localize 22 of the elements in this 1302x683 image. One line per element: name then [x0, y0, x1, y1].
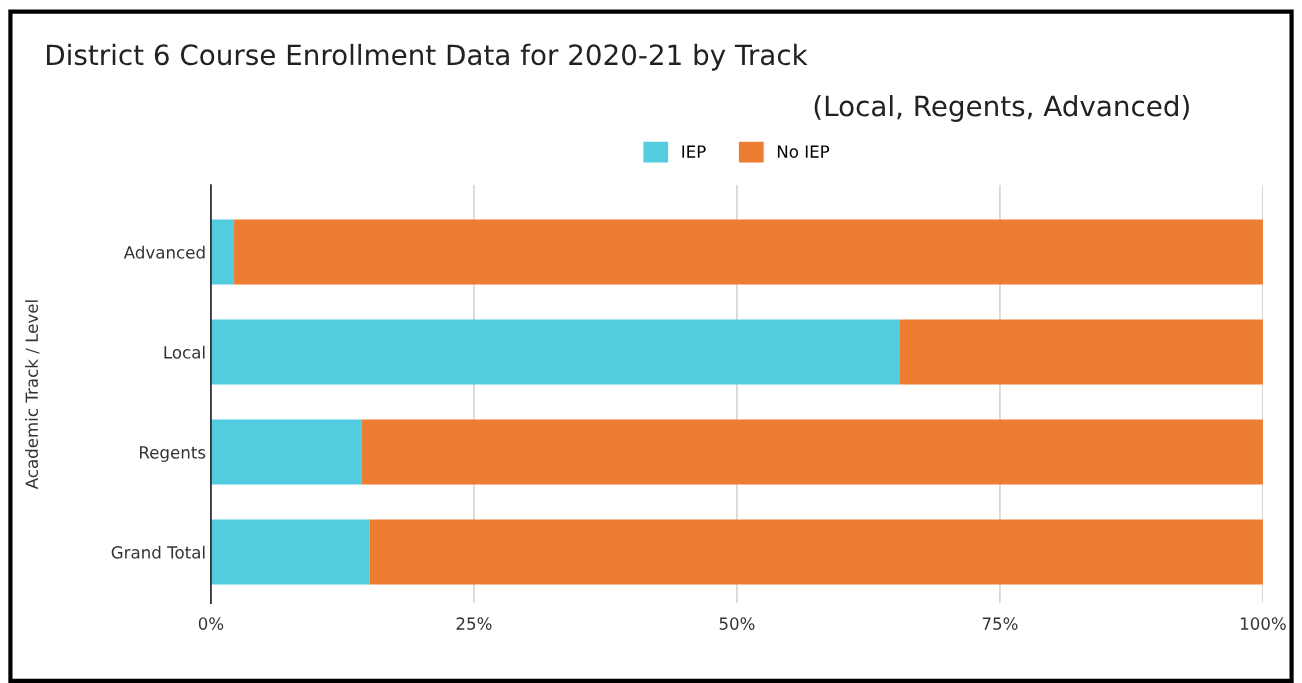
bar	[210, 519, 370, 585]
y-tick-label: Local	[164, 345, 205, 359]
chart-title: District 6 Course Enrollment Data for 2020-21 by Track	[46, 43, 808, 71]
y-tick-label: Grand Total	[111, 545, 205, 559]
bar	[369, 519, 1263, 585]
bar	[210, 219, 235, 285]
x-tick-label: 25%	[456, 617, 492, 630]
y-tick-label: Regents	[140, 446, 206, 462]
y-tick-label: Advanced	[123, 245, 205, 259]
x-tick-label: 0%	[198, 617, 224, 630]
bar	[234, 219, 1263, 285]
bar	[361, 419, 1263, 485]
bar	[210, 319, 900, 385]
bar	[899, 319, 1263, 385]
legend-label: IEP	[682, 145, 706, 158]
legend-label: No IEP	[777, 145, 830, 158]
chart-subtitle: (Local, Regents, Advanced)	[814, 95, 1189, 122]
y-axis-title: Academic Track / Level	[25, 300, 40, 490]
x-tick-label: 75%	[982, 617, 1018, 630]
x-tick-label: 100%	[1240, 617, 1286, 630]
x-tick-label: 50%	[719, 617, 755, 630]
bar	[210, 419, 362, 485]
